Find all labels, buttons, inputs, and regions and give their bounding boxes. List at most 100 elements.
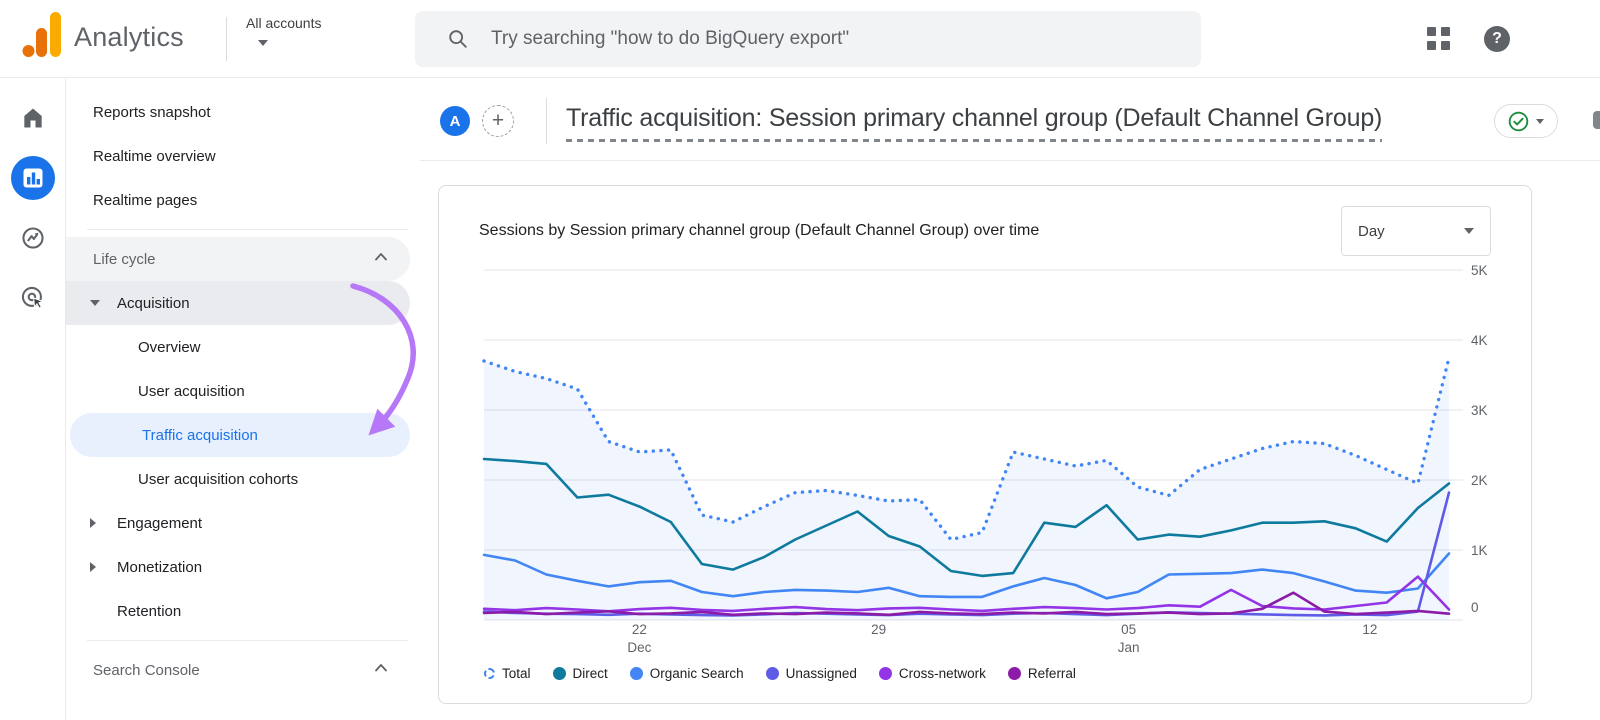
comparison-avatar[interactable]: A — [440, 106, 470, 136]
sidebar-item-monetization[interactable]: Monetization — [66, 545, 410, 589]
account-switcher-label: All accounts — [246, 15, 322, 31]
legend-dot-icon — [765, 667, 779, 680]
y-axis-tick-label: 1K — [1471, 543, 1488, 558]
add-comparison-button[interactable]: + — [482, 105, 514, 137]
x-axis-tick-label: 22 — [632, 622, 647, 637]
reports-nav-button-active[interactable] — [11, 156, 55, 200]
apps-grid-icon[interactable] — [1427, 27, 1451, 51]
legend-label: Unassigned — [785, 666, 857, 681]
legend-item-direct[interactable]: Direct — [552, 666, 608, 681]
x-axis-tick-sublabel: Jan — [1118, 640, 1140, 655]
sidebar-item-label: Traffic acquisition — [142, 426, 258, 444]
sidebar-item-search-console[interactable]: Search Console — [66, 648, 410, 692]
sidebar-item-label: Retention — [117, 602, 182, 620]
x-axis-tick-label: 05 — [1121, 622, 1136, 637]
chevron-down-icon — [1536, 118, 1544, 124]
legend-dot-icon — [1007, 667, 1021, 680]
reports-icon — [11, 156, 55, 200]
sidebar-item-label: Search Console — [93, 661, 200, 679]
sidebar-item-reports-snapshot[interactable]: Reports snapshot — [66, 90, 410, 134]
search-input[interactable] — [491, 28, 1131, 50]
advertising-icon — [21, 286, 45, 309]
y-axis-tick-label: 4K — [1471, 333, 1488, 348]
legend-item-unassigned[interactable]: Unassigned — [765, 666, 857, 681]
y-axis-tick-label: 0 — [1471, 600, 1479, 615]
sidebar-item-label: Realtime pages — [93, 191, 198, 209]
search-icon — [449, 30, 467, 48]
granularity-select[interactable]: Day — [1341, 206, 1491, 256]
advertising-nav-button[interactable] — [11, 276, 55, 320]
sidebar-item-user-acquisition-cohorts[interactable]: User acquisition cohorts — [66, 457, 410, 501]
header-divider — [420, 160, 1600, 161]
series-line-referral — [482, 591, 1451, 617]
sidebar-item-user-acquisition[interactable]: User acquisition — [66, 369, 410, 413]
help-icon[interactable]: ? — [1484, 26, 1510, 52]
legend-label: Cross-network — [898, 666, 986, 681]
sidebar-item-label: User acquisition cohorts — [138, 470, 299, 488]
chevron-up-icon — [375, 664, 387, 672]
legend-label: Referral — [1027, 666, 1076, 681]
chart-legend: Total Direct Organic Search Unassigned Cross… — [484, 666, 1076, 681]
sidebar-divider — [87, 229, 408, 230]
sidebar-item-overview[interactable]: Overview — [66, 325, 410, 369]
series-line-organic-search — [482, 552, 1451, 600]
legend-item-total[interactable]: Total — [484, 666, 531, 681]
legend-dot-icon — [552, 667, 566, 680]
global-search-bar[interactable] — [415, 11, 1201, 67]
sidebar-item-label: Reports snapshot — [93, 103, 211, 121]
triangle-right-icon — [90, 518, 96, 528]
series-line-direct — [482, 457, 1451, 578]
legend-label: Organic Search — [649, 666, 744, 681]
sidebar-item-engagement[interactable]: Engagement — [66, 501, 410, 545]
legend-dashed-dot-icon — [484, 668, 495, 679]
legend-dot-icon — [629, 667, 643, 680]
left-nav-rail — [0, 78, 66, 720]
home-nav-button[interactable] — [11, 96, 55, 140]
legend-label: Total — [502, 666, 531, 681]
chevron-down-icon — [258, 40, 268, 46]
sidebar-item-retention[interactable]: Retention — [66, 589, 410, 633]
legend-label: Direct — [572, 666, 608, 681]
sidebar-item-label: User acquisition — [138, 382, 245, 400]
sidebar-item-label: Acquisition — [117, 294, 190, 312]
sessions-chart-card: Sessions by Session primary channel grou… — [438, 185, 1532, 704]
sidebar-item-label: Monetization — [117, 558, 203, 576]
x-axis-tick-label: 12 — [1362, 622, 1377, 637]
sessions-line-chart: 0 1K 2K 3K 4K 5K 22 Dec 29 05 Jan 12 — [459, 254, 1519, 672]
brand-wordmark: Analytics — [74, 22, 184, 52]
series-line-cross-network — [482, 575, 1451, 613]
chart-title: Sessions by Session primary channel grou… — [479, 222, 1040, 239]
triangle-down-icon — [90, 300, 100, 306]
y-axis-tick-label: 5K — [1471, 263, 1488, 278]
reports-sidebar: Reports snapshot Realtime overview Realtim… — [66, 78, 420, 720]
sidebar-item-life-cycle[interactable]: Life cycle — [66, 237, 410, 281]
account-switcher[interactable]: All accounts — [246, 15, 321, 46]
legend-item-referral[interactable]: Referral — [1007, 666, 1076, 681]
legend-item-cross-network[interactable]: Cross-network — [878, 666, 986, 681]
report-status-button[interactable] — [1494, 104, 1558, 138]
explore-icon — [22, 227, 44, 249]
x-axis-tick-sublabel: Dec — [627, 640, 651, 655]
triangle-right-icon — [90, 562, 96, 572]
topbar-divider — [226, 17, 227, 61]
x-axis-tick-label: 29 — [871, 622, 886, 637]
report-title[interactable]: Traffic acquisition: Session primary cha… — [566, 104, 1382, 142]
sidebar-item-traffic-acquisition[interactable]: Traffic acquisition — [70, 413, 410, 457]
sidebar-divider — [87, 640, 408, 641]
sidebar-item-label: Engagement — [117, 514, 203, 532]
sidebar-item-realtime-pages[interactable]: Realtime pages — [66, 178, 410, 222]
home-icon — [24, 108, 42, 128]
chevron-up-icon — [375, 253, 387, 261]
total-area-fill — [484, 357, 1449, 620]
sidebar-item-acquisition[interactable]: Acquisition — [66, 281, 410, 325]
google-analytics-logo-icon — [22, 12, 61, 57]
top-app-bar: Analytics All accounts ? — [0, 0, 1600, 78]
granularity-value: Day — [1358, 222, 1385, 240]
edge-toolbar-sliver — [1593, 111, 1600, 129]
y-axis-tick-label: 2K — [1471, 473, 1488, 488]
sidebar-item-realtime-overview[interactable]: Realtime overview — [66, 134, 410, 178]
explore-nav-button[interactable] — [11, 216, 55, 260]
sidebar-item-label: Overview — [138, 338, 201, 356]
legend-item-organic-search[interactable]: Organic Search — [629, 666, 744, 681]
